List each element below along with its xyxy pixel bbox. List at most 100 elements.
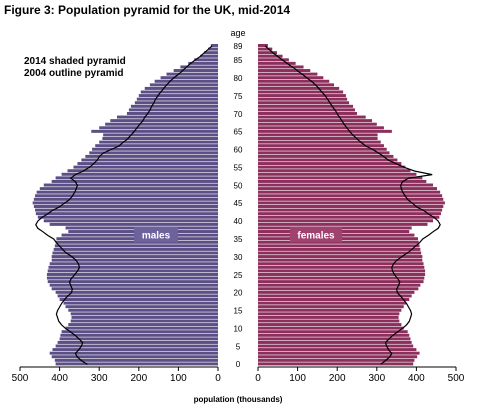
- age-tick-label: 80: [234, 74, 243, 83]
- female-bar-age-46: [258, 197, 444, 201]
- male-bar-age-50: [43, 183, 219, 187]
- female-bar-age-52: [258, 176, 423, 180]
- males-label-bg: [134, 226, 178, 243]
- x-tick-left-label: 500: [12, 373, 29, 384]
- male-bar-age-22: [49, 283, 219, 287]
- female-bar-age-49: [258, 187, 437, 191]
- male-bar-age-58: [85, 154, 218, 158]
- male-bar-age-59: [89, 151, 218, 155]
- x-tick-left-label: 0: [215, 373, 221, 384]
- female-bar-age-19: [258, 294, 412, 298]
- female-bar-age-29: [258, 258, 423, 262]
- male-bar-age-39: [49, 222, 219, 226]
- male-bar-age-46: [33, 197, 218, 201]
- male-bar-age-30: [51, 255, 219, 259]
- female-bar-age-70: [258, 111, 357, 115]
- male-bar-age-45: [32, 201, 218, 205]
- female-bar-age-82: [258, 69, 311, 73]
- male-bar-age-6: [57, 340, 219, 344]
- male-bar-age-48: [36, 190, 218, 194]
- male-bar-age-18: [59, 298, 218, 301]
- male-bar-age-19: [57, 294, 219, 298]
- female-bar-age-53: [258, 172, 417, 176]
- female-bar-age-6: [258, 340, 412, 344]
- female-bar-age-45: [258, 201, 445, 205]
- female-bar-age-69: [258, 115, 366, 119]
- male-bar-age-20: [55, 290, 218, 294]
- females-label: females: [297, 230, 335, 241]
- male-bar-age-26: [47, 269, 218, 273]
- female-bar-age-27: [258, 265, 425, 269]
- male-bar-age-17: [63, 301, 219, 305]
- male-bar-age-47: [35, 194, 218, 198]
- female-bar-age-60: [258, 147, 387, 151]
- male-bar-age-43: [35, 208, 218, 212]
- male-bar-age-80: [160, 76, 218, 80]
- female-bar-age-40: [258, 219, 434, 223]
- male-bar-age-74: [136, 97, 218, 101]
- female-bar-age-74: [258, 97, 348, 101]
- male-bar-age-55: [73, 165, 219, 169]
- female-bar-age-58: [258, 154, 394, 158]
- male-bar-age-21: [51, 287, 219, 291]
- female-bar-age-10: [258, 326, 404, 330]
- female-bar-age-81: [258, 72, 318, 76]
- outline-2004-females-line: [264, 45, 441, 365]
- female-bar-age-61: [258, 144, 384, 148]
- age-tick-label: 85: [234, 56, 243, 65]
- male-bar-age-62: [99, 140, 218, 144]
- age-tick-label: 65: [234, 128, 243, 137]
- male-bar-age-32: [53, 247, 218, 251]
- female-bar-age-13: [258, 315, 399, 319]
- female-bar-age-25: [258, 272, 426, 276]
- age-tick-label: 50: [234, 181, 243, 190]
- x-tick-right-label: 300: [368, 373, 385, 384]
- male-bar-age-14: [70, 312, 218, 316]
- x-tick-right-label: 0: [255, 373, 261, 384]
- age-tick-label: 60: [234, 146, 243, 155]
- male-bar-age-72: [130, 104, 218, 108]
- male-bar-age-33: [54, 244, 218, 248]
- female-bar-age-65: [258, 129, 392, 133]
- female-bar-age-30: [258, 255, 423, 259]
- male-bar-age-16: [65, 305, 218, 309]
- female-bar-age-79: [258, 79, 330, 83]
- males-label: males: [142, 230, 171, 241]
- female-bar-age-41: [258, 215, 440, 219]
- female-bar-age-47: [258, 194, 443, 198]
- male-bar-age-71: [128, 108, 218, 112]
- male-bar-age-3: [49, 351, 219, 355]
- male-bar-age-41: [37, 215, 218, 219]
- x-tick-right-label: 500: [448, 373, 465, 384]
- male-bar-age-42: [35, 212, 219, 216]
- female-bar-age-64: [258, 133, 378, 137]
- age-axis-label: age: [230, 28, 245, 38]
- female-bar-age-56: [258, 162, 402, 166]
- male-bar-age-66: [99, 126, 218, 130]
- female-bar-age-2: [258, 355, 418, 359]
- male-bar-age-56: [77, 162, 218, 166]
- male-bar-age-51: [51, 179, 219, 183]
- male-bar-age-69: [117, 115, 218, 119]
- male-bar-age-75: [138, 94, 218, 98]
- female-bar-age-23: [258, 280, 424, 284]
- male-bar-age-78: [149, 83, 218, 87]
- female-bar-age-51: [258, 179, 427, 183]
- female-bar-age-11: [258, 323, 402, 327]
- age-tick-label: 20: [234, 289, 243, 298]
- females-label-bg: [290, 226, 342, 243]
- female-bar-age-22: [258, 283, 421, 287]
- male-bar-age-87: [204, 51, 218, 55]
- female-bar-age-33: [258, 244, 420, 248]
- male-bar-age-86: [200, 54, 218, 58]
- x-tick-left-label: 100: [170, 373, 187, 384]
- male-bar-age-1: [54, 358, 218, 362]
- female-bar-age-3: [258, 351, 420, 355]
- male-bar-age-11: [68, 323, 218, 327]
- female-bar-age-76: [258, 90, 344, 94]
- male-bar-age-4: [52, 348, 218, 352]
- female-bar-age-42: [258, 212, 441, 216]
- male-bar-age-15: [68, 308, 218, 312]
- age-tick-label: 10: [234, 324, 243, 333]
- female-bar-age-5: [258, 344, 414, 348]
